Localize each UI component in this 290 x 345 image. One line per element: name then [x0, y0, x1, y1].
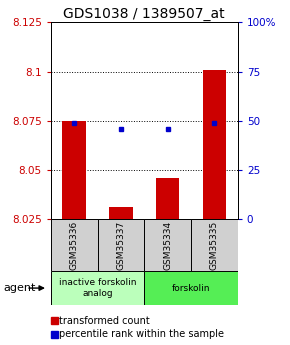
Text: forskolin: forskolin — [172, 284, 210, 293]
Bar — [62, 121, 86, 219]
Bar — [97, 219, 144, 271]
Text: GSM35336: GSM35336 — [70, 220, 79, 269]
Bar — [51, 219, 97, 271]
Text: GSM35337: GSM35337 — [116, 220, 125, 269]
Bar — [51, 331, 58, 338]
Text: agent: agent — [3, 283, 35, 293]
Bar — [51, 317, 58, 324]
Bar — [191, 219, 238, 271]
Bar — [203, 70, 226, 219]
Bar — [144, 271, 238, 305]
Bar — [109, 207, 133, 219]
Title: GDS1038 / 1389507_at: GDS1038 / 1389507_at — [64, 7, 225, 21]
Text: GSM35335: GSM35335 — [210, 220, 219, 269]
Bar — [51, 271, 144, 305]
Text: GSM35334: GSM35334 — [163, 220, 172, 269]
Text: inactive forskolin
analog: inactive forskolin analog — [59, 278, 136, 298]
Text: percentile rank within the sample: percentile rank within the sample — [59, 329, 224, 339]
Bar — [156, 178, 179, 219]
Text: transformed count: transformed count — [59, 316, 150, 325]
Bar — [144, 219, 191, 271]
